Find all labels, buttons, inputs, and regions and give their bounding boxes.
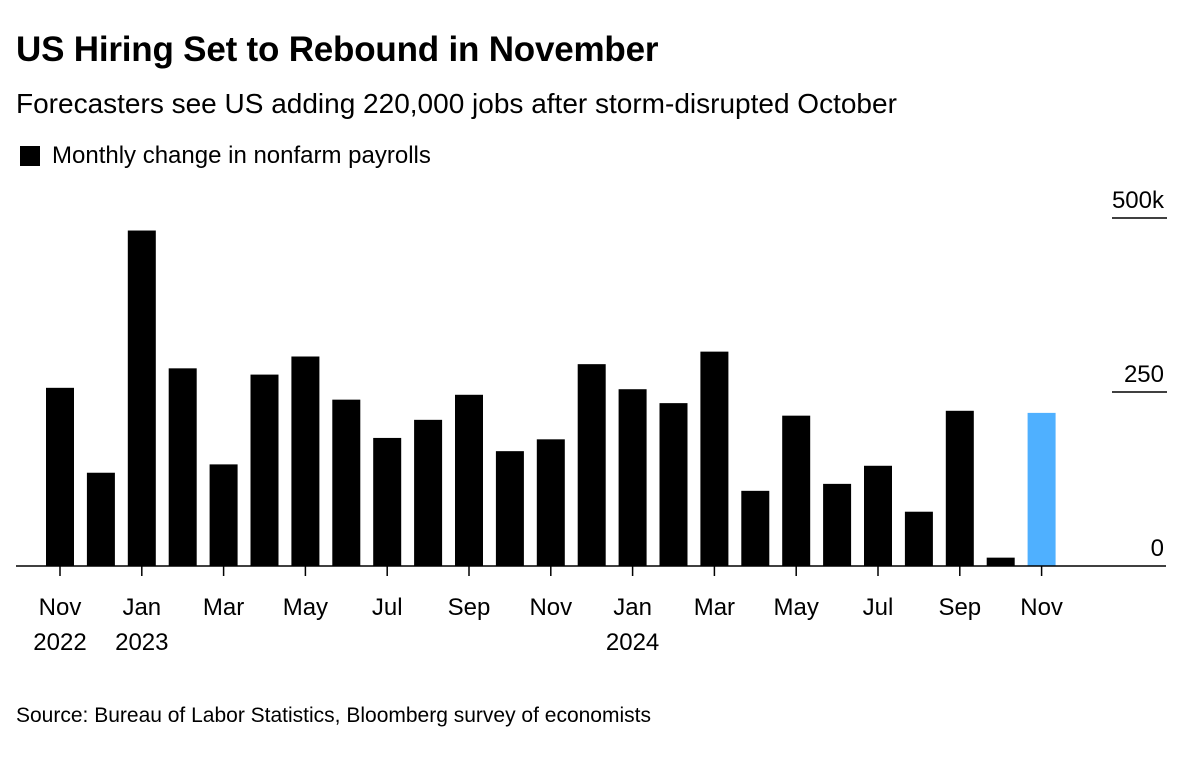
y-tick-label: 0	[1151, 535, 1164, 562]
bar	[495, 451, 524, 566]
bar	[332, 399, 361, 566]
bar	[904, 511, 933, 566]
x-tick-label: May	[283, 594, 328, 621]
x-tick-label: Sep	[448, 594, 491, 621]
bar	[823, 483, 852, 566]
forecast-bar	[1027, 412, 1056, 566]
bar	[577, 364, 606, 566]
bar	[864, 465, 892, 566]
x-tick-label: 2022	[33, 629, 86, 656]
x-tick-label: Jul	[372, 594, 403, 621]
bar	[291, 356, 320, 566]
x-tick-label: Jan	[613, 594, 652, 621]
bar	[945, 410, 974, 566]
chart-title: US Hiring Set to Rebound in November	[16, 30, 659, 69]
x-tick-label: Sep	[938, 594, 981, 621]
x-tick-label: Jul	[863, 594, 894, 621]
y-tick-label: 500k	[1112, 187, 1165, 214]
legend: Monthly change in nonfarm payrolls	[20, 142, 431, 170]
bar	[986, 557, 1015, 566]
bar	[659, 403, 688, 566]
legend-label: Monthly change in nonfarm payrolls	[52, 142, 431, 169]
bar-chart: 500k 250 0 Nov 2022 Jan 2023 Mar May Jul Sep Nov Jan…	[16, 187, 1167, 656]
x-tick-label: Mar	[203, 594, 244, 621]
bar	[618, 389, 647, 566]
x-tick-label: Jan	[122, 594, 161, 621]
bar	[741, 490, 770, 566]
y-tick-label: 250	[1124, 361, 1164, 388]
bar	[250, 374, 279, 566]
bar	[127, 230, 156, 566]
x-tick-label: Mar	[694, 594, 735, 621]
bar	[373, 437, 402, 566]
bar	[46, 387, 74, 566]
bar	[782, 415, 811, 566]
bar	[700, 351, 729, 566]
source-note: Source: Bureau of Labor Statistics, Bloo…	[16, 704, 651, 727]
x-tick-label: Nov	[1020, 594, 1063, 621]
bar	[414, 419, 443, 566]
x-tick-label: Nov	[529, 594, 572, 621]
bar	[455, 394, 483, 566]
chart-subtitle: Forecasters see US adding 220,000 jobs a…	[16, 88, 897, 119]
bar	[209, 464, 238, 566]
x-tick-label: May	[774, 594, 819, 621]
x-tick-label: Nov	[39, 594, 82, 621]
x-tick-label: 2024	[606, 629, 659, 656]
bar	[86, 472, 115, 566]
bar	[168, 368, 197, 566]
x-tick-label: 2023	[115, 629, 168, 656]
legend-swatch	[20, 146, 40, 166]
bar	[536, 439, 565, 566]
